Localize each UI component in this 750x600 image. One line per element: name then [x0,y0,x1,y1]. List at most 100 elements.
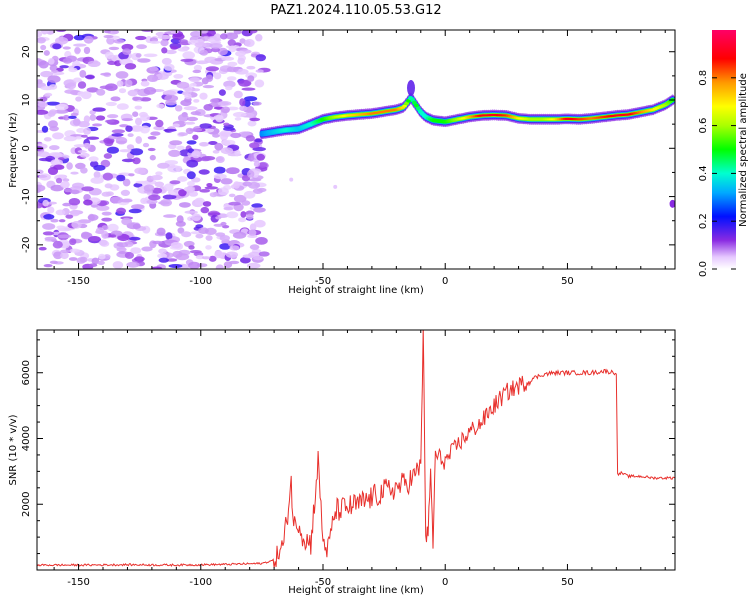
noise-blob [71,221,82,229]
noise-blob [93,164,106,171]
snr-panel: -150 -100 -50 0 50 2000 4000 6000 Height of str… [8,329,676,596]
noise-blob [184,93,192,100]
noise-blob [170,241,182,249]
noise-blob [200,156,211,162]
noise-blob [248,181,260,189]
noise-blob [188,261,201,269]
noise-blob [233,90,243,99]
noise-blob [115,71,129,79]
noise-blob [227,61,238,67]
noise-blob [111,133,124,137]
noise-blob [128,208,142,214]
noise-blob [189,128,203,132]
noise-blob [151,266,163,269]
noise-blob [175,105,183,112]
noise-blob [146,199,158,204]
noise-blob [143,87,157,95]
noise-blob [132,96,143,101]
noise-blob [62,178,70,182]
noise-blob [190,30,203,38]
noise-blob [141,246,153,252]
noise-blob [118,88,127,94]
noise-blob [124,79,133,88]
noise-blob [333,184,338,189]
noise-blob [135,35,147,41]
x-tick-label: -150 [67,276,90,287]
noise-blob [177,176,188,182]
noise-blob [248,229,257,237]
noise-blob [163,214,177,218]
noise-blob [247,120,257,127]
noise-blob [86,136,100,140]
noise-blob [215,216,222,220]
x-tick-label: 50 [561,577,574,588]
noise-blob [219,243,231,250]
noise-blob [70,112,79,116]
noise-blob [246,262,261,269]
noise-blob [131,204,145,210]
noise-blob [255,69,264,73]
noise-blob [251,203,263,208]
noise-blob [46,201,57,205]
noise-blob [105,101,117,107]
noise-blob [183,186,195,192]
noise-blob [38,246,47,251]
noise-blob [147,136,157,140]
noise-blob [50,159,63,166]
ridge-segment [415,107,421,110]
noise-blob [206,183,213,187]
noise-blob [124,63,137,70]
noise-blob [140,197,148,204]
colorbar-tick-label: 0.8 [698,70,709,86]
noise-blob [199,123,212,129]
noise-blob [163,63,175,71]
noise-blob [177,47,189,52]
noise-blob [225,32,239,40]
noise-blob [255,54,266,62]
heatmap-layer [37,30,675,269]
noise-blob [115,136,128,145]
noise-blob [70,189,80,195]
noise-blob [119,149,132,153]
noise-blob [37,169,44,175]
noise-blob [101,211,112,216]
noise-blob [127,89,138,97]
noise-blob [248,153,255,162]
noise-blob [62,114,70,121]
ridge-segment [417,110,423,113]
snr-xlabel: Height of straight line (km) [288,585,424,596]
noise-blob [202,201,212,207]
noise-blob [158,248,168,254]
noise-blob [247,170,255,178]
noise-blob [48,58,55,65]
y-tick-label: 2000 [21,492,32,517]
noise-blob [113,242,126,250]
noise-blob [47,167,59,175]
noise-blob [164,160,179,165]
noise-blob [111,129,126,134]
noise-blob [199,189,211,193]
noise-blob [37,151,50,158]
noise-blob [135,136,142,144]
noise-blob [140,114,150,122]
noise-blob [149,66,159,72]
noise-blob [72,182,85,189]
noise-blob [72,118,81,126]
noise-blob [203,104,213,111]
noise-blob [102,172,114,181]
noise-blob [77,81,87,89]
y-tick-label: 4000 [21,426,32,451]
noise-blob [83,199,93,206]
noise-blob [232,231,247,239]
noise-blob [165,232,173,240]
noise-blob [62,57,73,64]
noise-blob [223,127,235,131]
noise-blob [255,34,263,42]
noise-blob [184,210,198,214]
noise-blob [221,56,235,61]
noise-blob [47,110,56,117]
noise-blob [199,49,209,56]
